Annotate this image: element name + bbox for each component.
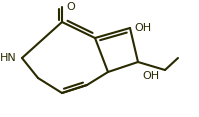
Text: OH: OH xyxy=(134,23,151,33)
Text: HN: HN xyxy=(0,53,17,63)
Text: O: O xyxy=(66,2,75,12)
Text: OH: OH xyxy=(142,71,159,81)
